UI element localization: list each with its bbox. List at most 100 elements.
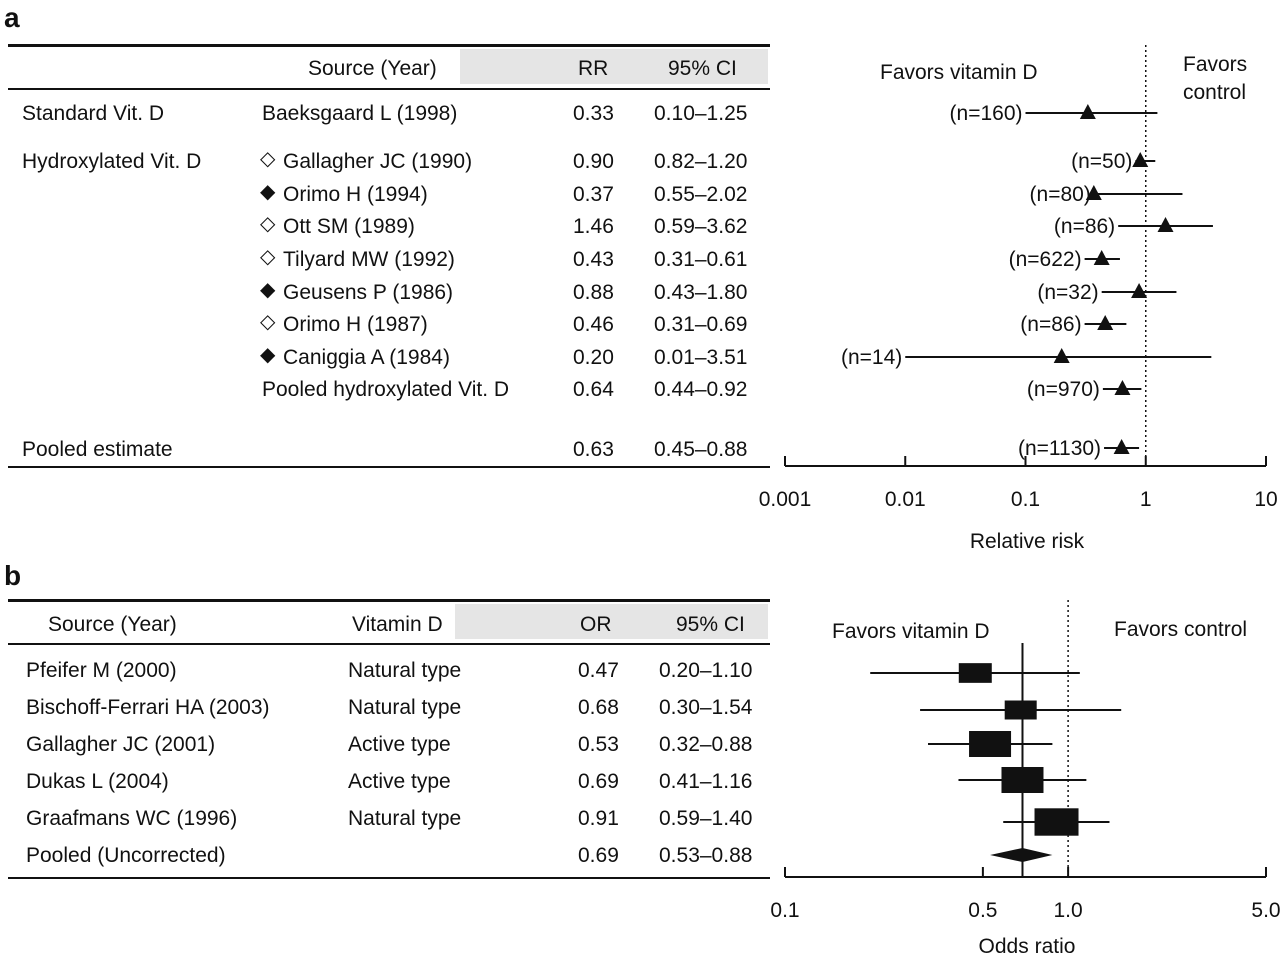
x-tick-label: 0.01 <box>885 488 926 511</box>
x-tick-label: 0.5 <box>968 899 997 922</box>
n-label: (n=1130) <box>1018 437 1101 460</box>
panel-b-favors-right: Favors control <box>1114 618 1248 641</box>
n-label: (n=86) <box>1020 313 1081 336</box>
x-axis-label: Relative risk <box>970 530 1085 553</box>
panel-a-source: Gallagher JC (1990) <box>283 150 473 173</box>
panel-b-source: Bischoff-Ferrari HA (2003) <box>26 696 270 719</box>
estimate-box <box>1034 808 1079 836</box>
panel-a-ci: 0.43–1.80 <box>654 281 748 304</box>
panel-a-ci: 0.44–0.92 <box>654 378 748 401</box>
panel-a-source: Geusens P (1986) <box>283 281 454 304</box>
x-axis-label: Odds ratio <box>979 935 1076 957</box>
n-label: (n=50) <box>1071 150 1132 173</box>
panel-a-source: Tilyard MW (1992) <box>283 248 455 271</box>
panel-b-or: 0.69 <box>578 844 619 867</box>
panel-a-bottom-rule <box>8 466 770 468</box>
estimate-triangle <box>1113 439 1130 454</box>
x-tick-label: 10 <box>1254 488 1277 511</box>
panel-b-ci: 0.53–0.88 <box>659 844 753 867</box>
panel-a-ci: 0.55–2.02 <box>654 183 748 206</box>
panel-a-letter: a <box>4 2 20 33</box>
estimate-box <box>969 731 1012 757</box>
panel-b-source: Pooled (Uncorrected) <box>26 844 226 867</box>
panel-b-source: Graafmans WC (1996) <box>26 807 238 830</box>
panel-a-ci: 0.10–1.25 <box>654 102 748 125</box>
panel-a-rr: 0.90 <box>573 150 614 173</box>
filled-diamond-icon: ◆ <box>260 344 276 366</box>
panel-b-ci: 0.41–1.16 <box>659 770 753 793</box>
panel-b-or: 0.47 <box>578 659 619 682</box>
panel-a-ci: 0.59–3.62 <box>654 215 748 238</box>
panel-a-ci: 0.01–3.51 <box>654 346 748 369</box>
x-tick-label: 5.0 <box>1251 899 1280 922</box>
panel-a-source: Ott SM (1989) <box>283 215 415 238</box>
panel-b-ci: 0.30–1.54 <box>659 696 753 719</box>
open-diamond-icon: ◇ <box>260 213 276 235</box>
panel-a-ci: 0.31–0.69 <box>654 313 748 336</box>
estimate-triangle <box>1157 217 1174 232</box>
panel-b-or: 0.69 <box>578 770 619 793</box>
estimate-triangle <box>1093 250 1110 265</box>
panel-a-header-rule <box>8 88 770 90</box>
panel-a-header-source: Source (Year) <box>308 57 437 80</box>
panel-a-rr: 0.37 <box>573 183 614 206</box>
estimate-box <box>958 663 992 683</box>
panel-b-letter: b <box>4 560 22 591</box>
x-tick-label: 1 <box>1140 488 1152 511</box>
panel-a-source: Orimo H (1987) <box>283 313 428 336</box>
panel-b-vitd: Active type <box>348 770 451 793</box>
panel-a-rr: 0.33 <box>573 102 614 125</box>
n-label: (n=622) <box>1009 248 1082 271</box>
panel-b-header-vitd: Vitamin D <box>352 613 443 636</box>
panel-a-favors-right-2: control <box>1183 81 1247 104</box>
panel-b-vitd: Natural type <box>348 659 462 682</box>
open-diamond-icon: ◇ <box>260 311 276 333</box>
panel-b-or: 0.91 <box>578 807 619 830</box>
panel-a-rr: 0.64 <box>573 378 614 401</box>
x-tick-label: 0.001 <box>759 488 812 511</box>
panel-a-source: Orimo H (1994) <box>283 183 428 206</box>
estimate-triangle <box>1132 152 1149 167</box>
panel-b-favors-left: Favors vitamin D <box>832 620 990 643</box>
estimate-triangle <box>1079 104 1096 119</box>
x-tick-label: 1.0 <box>1054 899 1083 922</box>
panel-a-rr: 1.46 <box>573 215 614 238</box>
n-label: (n=14) <box>841 346 902 369</box>
panel-b-header-ci: 95% CI <box>676 613 745 636</box>
panel-a-favors-right-1: Favors <box>1183 53 1248 76</box>
x-tick-label: 0.1 <box>1011 488 1040 511</box>
estimate-triangle <box>1131 283 1148 298</box>
estimate-triangle <box>1053 348 1070 363</box>
estimate-triangle <box>1114 380 1131 395</box>
panel-b-top-rule <box>8 599 770 602</box>
panel-b-vitd: Natural type <box>348 807 462 830</box>
panel-a-group-label: Pooled estimate <box>22 438 173 461</box>
panel-a-header-rr: RR <box>578 57 609 80</box>
panel-a-forest-plot: 0.001 0.01 0.1 1 10 Relative risk (n=160) (n=50… <box>759 45 1278 553</box>
panel-a-favors-left: Favors vitamin D <box>880 61 1038 84</box>
open-diamond-icon: ◇ <box>260 148 276 170</box>
pooled-diamond <box>990 848 1053 862</box>
estimate-box <box>1004 700 1037 720</box>
panel-b-vitd: Natural type <box>348 696 462 719</box>
panel-b-source: Pfeifer M (2000) <box>26 659 177 682</box>
panel-b-bottom-rule <box>8 877 770 879</box>
n-label: (n=32) <box>1037 281 1098 304</box>
panel-a-rr: 0.46 <box>573 313 614 336</box>
estimate-triangle <box>1097 315 1114 330</box>
panel-a-source: Pooled hydroxylated Vit. D <box>262 378 510 401</box>
n-label: (n=970) <box>1027 378 1100 401</box>
n-label: (n=86) <box>1054 215 1115 238</box>
panel-a-source: Caniggia A (1984) <box>283 346 450 369</box>
panel-b-ci: 0.32–0.88 <box>659 733 753 756</box>
filled-diamond-icon: ◆ <box>260 279 276 301</box>
n-label: (n=160) <box>950 102 1023 125</box>
panel-a-ci: 0.31–0.61 <box>654 248 748 271</box>
panel-b-ci: 0.59–1.40 <box>659 807 753 830</box>
panel-a-rr: 0.63 <box>573 438 614 461</box>
panel-a-header-shade <box>460 49 768 84</box>
estimate-box <box>1001 767 1044 793</box>
panel-b-header-shade <box>455 604 768 639</box>
panel-b-header-rule <box>8 643 770 645</box>
